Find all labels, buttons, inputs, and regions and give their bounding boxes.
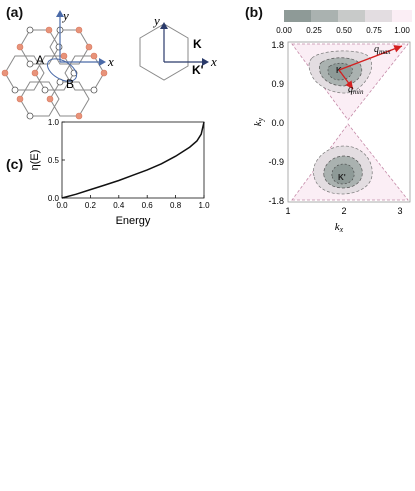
q-min-label: qmin — [348, 84, 364, 96]
valley-k-prime: K' — [291, 123, 409, 201]
q-max-label: qmax — [374, 44, 392, 56]
plot-c-x-label: Energy — [116, 215, 151, 227]
x-tick-label: 0.4 — [113, 201, 125, 210]
y-tick: 0.9 — [271, 79, 284, 89]
panel-b-label: (b) — [245, 4, 263, 20]
y-tick-label: 0.0 — [48, 194, 60, 203]
y-tick: -1.8 — [268, 196, 284, 206]
y-tick: 1.8 — [271, 40, 284, 50]
colorbar-tick: 1.00 — [394, 26, 410, 35]
x-tick-label: 0.2 — [85, 201, 97, 210]
lattice-sites-a — [1, 26, 108, 120]
colorbar-tick: 0.50 — [336, 26, 352, 35]
y-tick: 0.0 — [271, 118, 284, 128]
q-max-arrow — [338, 45, 403, 71]
y-tick: -0.9 — [268, 157, 284, 167]
panel-b-contour-map: 0.00 0.25 0.50 0.75 1.00 K K' — [252, 10, 412, 234]
y-axis-label: ky — [252, 117, 265, 126]
x-tick-label: 1.0 — [198, 201, 210, 210]
lattice-sites-b — [11, 26, 98, 120]
bz-k-prime-label: K' — [192, 63, 204, 77]
eta-curve — [61, 121, 205, 199]
x-axis-label: kx — [335, 221, 344, 234]
colorbar-ticks: 0.00 0.25 0.50 0.75 1.00 — [276, 26, 410, 35]
colorbar-tick: 0.75 — [366, 26, 382, 35]
honeycomb-lattice — [4, 29, 105, 117]
site-a-label: A — [36, 53, 44, 67]
plot-c-x-ticks: 0.0 0.2 0.4 0.6 0.8 1.0 — [56, 195, 210, 210]
colorbar — [284, 10, 412, 22]
bz-axes — [160, 22, 209, 66]
lattice-axes — [56, 10, 106, 66]
lattice-x-label: x — [107, 54, 114, 69]
y-tick-label: 0.5 — [48, 156, 60, 165]
panel-c-label: (c) — [6, 156, 24, 172]
site-b-label: B — [66, 77, 74, 91]
x-tick: 2 — [341, 206, 346, 216]
plot-frame — [287, 41, 411, 203]
colorbar-tick: 0.00 — [276, 26, 292, 35]
panel-a-diagram: y x A B y x K K' — [1, 8, 217, 120]
bz-x-label: x — [210, 54, 217, 69]
panel-c-line-chart: 0.0 0.2 0.4 0.6 0.8 1.0 0.0 0.5 1.0 Energy η(E) — [29, 118, 210, 227]
x-tick: 1 — [285, 206, 290, 216]
plot-c-frame — [61, 121, 205, 199]
x-tick-label: 0.6 — [142, 201, 154, 210]
panel-a-label: (a) — [6, 4, 24, 20]
plot-c-y-label: η(E) — [29, 150, 41, 171]
colorbar-tick: 0.25 — [306, 26, 322, 35]
x-tick: 3 — [397, 206, 402, 216]
lattice-y-label: y — [61, 8, 69, 23]
valley-k-prime-label: K' — [338, 173, 346, 182]
x-ticks: 1 2 3 — [285, 206, 402, 216]
y-ticks: 1.8 0.9 0.0 -0.9 -1.8 — [268, 40, 284, 206]
x-tick-label: 0.0 — [56, 201, 68, 210]
q-min-arrow — [338, 69, 354, 90]
plot-c-y-ticks: 0.0 0.5 1.0 — [48, 118, 65, 203]
x-tick-label: 0.8 — [170, 201, 182, 210]
bz-k-label: K — [193, 37, 202, 51]
y-tick-label: 1.0 — [48, 118, 60, 127]
bz-y-label: y — [152, 13, 160, 28]
